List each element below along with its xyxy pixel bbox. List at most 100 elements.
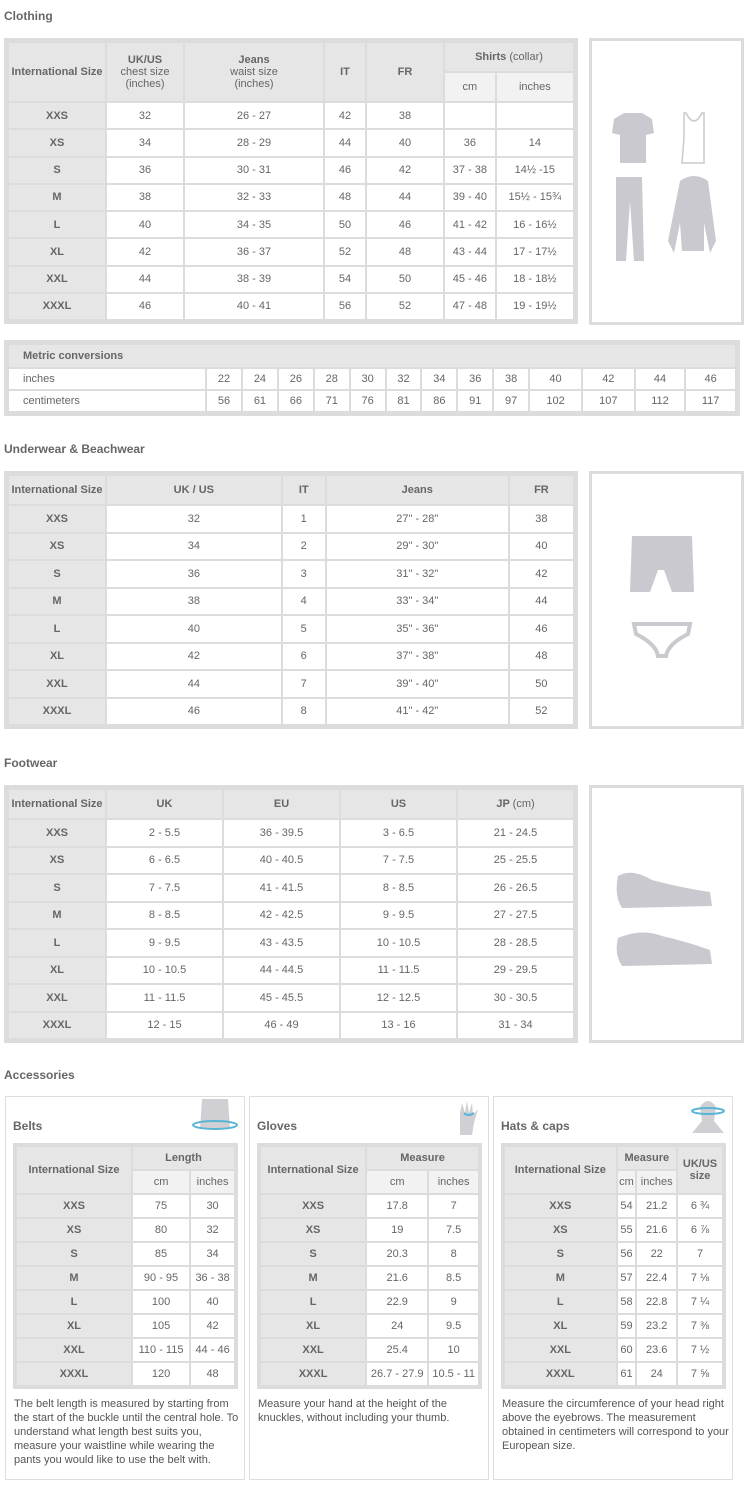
row-label: L bbox=[261, 1291, 366, 1313]
table-cell: 40 bbox=[191, 1291, 234, 1313]
table-cell: 7 - 7.5 bbox=[341, 847, 456, 873]
column-header: UK / US bbox=[107, 476, 281, 504]
table-cell: 42 bbox=[325, 103, 365, 129]
table-cell: 6 - 6.5 bbox=[107, 847, 222, 873]
table-cell: 36 bbox=[445, 130, 495, 156]
table-row: XXL 11 - 11.5 45 - 45.5 12 - 12.5 30 - 30.5 bbox=[9, 985, 573, 1011]
col-shirts-inches: inches bbox=[496, 73, 573, 101]
table-row: XS 34 28 - 29 44 40 36 14 bbox=[9, 130, 573, 156]
table-row: S 20.3 8 bbox=[261, 1243, 478, 1265]
table-cell: 38 bbox=[494, 369, 529, 389]
table-cell: 42 bbox=[582, 369, 634, 389]
table-cell: 40 bbox=[530, 369, 581, 389]
table-cell: 8 bbox=[282, 698, 325, 724]
table-cell: 24 bbox=[367, 1315, 428, 1337]
table-row: L 40 5 35" - 36" 46 bbox=[9, 616, 573, 642]
table-cell: 22.4 bbox=[637, 1267, 676, 1289]
column-header: JP (cm) bbox=[458, 790, 573, 818]
table-cell: 27 - 27.5 bbox=[458, 902, 573, 928]
col-international-size: International Size bbox=[505, 1147, 616, 1193]
row-label: M bbox=[9, 902, 105, 928]
table-cell: 45 - 46 bbox=[445, 266, 495, 292]
table-cell: 81 bbox=[386, 391, 421, 411]
table-cell: 12 - 12.5 bbox=[341, 985, 456, 1011]
table-cell: 30 - 30.5 bbox=[458, 985, 573, 1011]
footwear-table: International Size UK EU US JP (cm) XXS 2 - 5.… bbox=[4, 785, 578, 1043]
row-label: XL bbox=[505, 1315, 616, 1337]
table-cell: 26 - 26.5 bbox=[458, 875, 573, 901]
row-label: S bbox=[9, 157, 105, 183]
table-cell: 80 bbox=[132, 1219, 190, 1241]
table-cell: 46 bbox=[325, 157, 365, 183]
table-cell bbox=[445, 103, 495, 129]
table-cell: 15½ - 15¾ bbox=[496, 184, 573, 210]
metric-title: Metric conversions bbox=[9, 345, 735, 367]
col-measure: Measure bbox=[367, 1147, 478, 1169]
row-label: XS bbox=[17, 1219, 131, 1241]
row-label: XL bbox=[9, 643, 105, 669]
table-cell: 38 bbox=[509, 506, 573, 532]
accessories-title: Accessories bbox=[4, 1068, 75, 1082]
table-cell: 21 - 24.5 bbox=[458, 820, 573, 846]
belts-panel: Belts International Size Length cm inches … bbox=[5, 1096, 245, 1480]
table-cell: 56 bbox=[617, 1243, 636, 1265]
table-cell: 30 bbox=[191, 1195, 234, 1217]
column-header: UK bbox=[107, 790, 222, 818]
table-cell: 36 bbox=[107, 157, 183, 183]
row-label: XXS bbox=[505, 1195, 616, 1217]
column-header: IT bbox=[282, 476, 325, 504]
clothing-icon bbox=[612, 112, 716, 261]
row-label: XXXL bbox=[9, 698, 105, 724]
table-cell: 7 - 7.5 bbox=[107, 875, 222, 901]
row-label: M bbox=[9, 184, 105, 210]
table-cell: 46 bbox=[686, 369, 735, 389]
table-cell: 26.7 - 27.9 bbox=[367, 1363, 428, 1385]
row-label: M bbox=[261, 1267, 366, 1289]
table-cell: 48 bbox=[367, 239, 443, 265]
col-ukus-size: UK/US size bbox=[678, 1147, 722, 1193]
table-cell: 31 - 34 bbox=[458, 1012, 573, 1038]
table-cell: 9.5 bbox=[429, 1315, 478, 1337]
row-label: XXL bbox=[261, 1339, 366, 1361]
underwear-icon bbox=[630, 536, 694, 658]
col-it: IT bbox=[325, 43, 365, 101]
row-label: S bbox=[505, 1243, 616, 1265]
table-cell: 7 ⅝ bbox=[678, 1363, 722, 1385]
column-header: International Size bbox=[9, 476, 105, 504]
clothing-title: Clothing bbox=[4, 9, 53, 23]
row-label: XS bbox=[9, 130, 105, 156]
table-cell: 36 - 38 bbox=[191, 1267, 234, 1289]
hats-title: Hats & caps bbox=[501, 1119, 570, 1133]
table-cell: 100 bbox=[132, 1291, 190, 1313]
table-cell: 36 - 37 bbox=[185, 239, 323, 265]
table-row: XL 10 - 10.5 44 - 44.5 11 - 11.5 29 - 29.5 bbox=[9, 957, 573, 983]
table-cell bbox=[496, 103, 573, 129]
table-cell: 85 bbox=[132, 1243, 190, 1265]
row-label: XL bbox=[261, 1315, 366, 1337]
table-cell: 32 bbox=[191, 1219, 234, 1241]
table-cell: 38 bbox=[107, 588, 281, 614]
table-cell: 28 - 28.5 bbox=[458, 930, 573, 956]
footwear-title: Footwear bbox=[4, 756, 58, 770]
table-cell: 30 - 31 bbox=[185, 157, 323, 183]
gloves-title: Gloves bbox=[257, 1119, 298, 1133]
table-cell: 36 bbox=[458, 369, 493, 389]
footwear-illustration bbox=[589, 785, 744, 1043]
table-cell: 44 - 46 bbox=[191, 1339, 234, 1361]
table-row: L 22.9 9 bbox=[261, 1291, 478, 1313]
col-inches: inches bbox=[191, 1171, 234, 1193]
table-row: XXS 75 30 bbox=[17, 1195, 234, 1217]
table-cell: 39 - 40 bbox=[445, 184, 495, 210]
table-cell: 22.8 bbox=[637, 1291, 676, 1313]
row-label: M bbox=[505, 1267, 616, 1289]
table-cell: 34 bbox=[107, 130, 183, 156]
row-label: XS bbox=[9, 533, 105, 559]
row-label: XL bbox=[17, 1315, 131, 1337]
table-cell: 46 bbox=[107, 698, 281, 724]
table-row: XXXL 120 48 bbox=[17, 1363, 234, 1385]
table-cell: 36 bbox=[107, 561, 281, 587]
table-cell: 25.4 bbox=[367, 1339, 428, 1361]
table-cell: 75 bbox=[132, 1195, 190, 1217]
table-cell: 29 - 29.5 bbox=[458, 957, 573, 983]
table-cell: 32 bbox=[107, 506, 281, 532]
